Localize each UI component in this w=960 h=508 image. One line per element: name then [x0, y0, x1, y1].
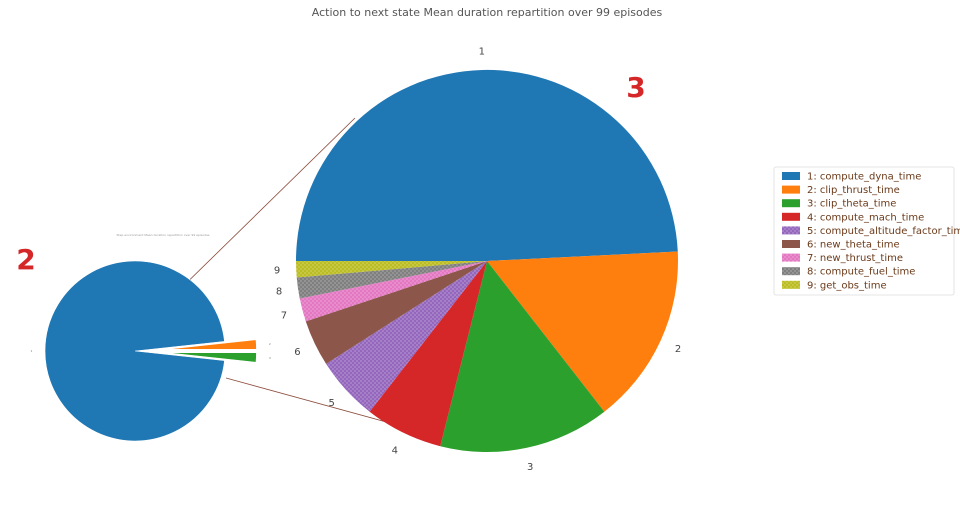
slice-label-5: 5 — [329, 398, 335, 409]
small-pie-slice-1 — [45, 261, 224, 441]
legend-swatch-2 — [782, 186, 800, 194]
legend-entry-5: 5: compute_altitude_factor_time — [807, 226, 960, 237]
legend-entry-4: 4: compute_mach_time — [807, 212, 924, 223]
pie-slice-1 — [296, 70, 678, 261]
chart-title: Action to next state Mean duration repar… — [312, 6, 663, 19]
small-pie-chart: 1 2 3 — [31, 261, 271, 441]
legend-entry-2: 2: clip_thrust_time — [807, 185, 900, 196]
legend-swatch-6 — [782, 240, 800, 248]
small-chart-title: Step environment Mean duration repartiti… — [117, 233, 210, 237]
slice-label-4: 4 — [392, 445, 398, 456]
legend-entry-8: 8: compute_fuel_time — [807, 267, 915, 278]
legend-entry-3: 3: clip_theta_time — [807, 199, 896, 210]
legend-entry-6: 6: new_theta_time — [807, 240, 900, 251]
legend-swatch-hatch-5 — [782, 226, 800, 234]
annotation-marker-large: 3 — [626, 71, 645, 104]
legend-swatch-hatch-9 — [782, 281, 800, 289]
legend: 1: compute_dyna_time 2: clip_thrust_time 3… — [774, 167, 960, 295]
small-slice-label-2: 2 — [269, 342, 271, 346]
legend-entry-9: 9: get_obs_time — [807, 280, 887, 291]
slice-label-7: 7 — [281, 311, 287, 322]
legend-entry-7: 7: new_thrust_time — [807, 253, 903, 264]
annotation-marker-small: 2 — [16, 243, 35, 276]
legend-swatch-1 — [782, 172, 800, 180]
large-pie-chart: 1 2 3 4 5 6 7 8 9 — [274, 47, 681, 474]
small-slice-label-3: 3 — [269, 356, 271, 360]
legend-swatch-4 — [782, 213, 800, 221]
slice-label-3: 3 — [527, 462, 533, 473]
legend-entry-1: 1: compute_dyna_time — [807, 172, 921, 183]
slice-label-1: 1 — [479, 47, 485, 58]
small-slice-label-1: 1 — [31, 349, 33, 353]
legend-swatch-hatch-7 — [782, 254, 800, 262]
slice-label-6: 6 — [294, 347, 300, 358]
legend-swatch-3 — [782, 199, 800, 207]
slice-label-9: 9 — [274, 266, 280, 277]
slice-label-2: 2 — [675, 344, 681, 355]
legend-swatch-hatch-8 — [782, 267, 800, 275]
slice-label-8: 8 — [276, 286, 282, 297]
